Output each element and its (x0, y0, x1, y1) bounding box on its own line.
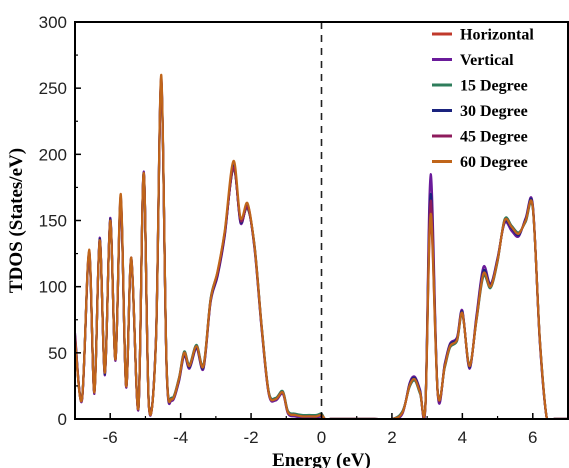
x-tick-label: -4 (173, 428, 188, 447)
y-tick-label: 250 (39, 79, 67, 98)
legend-label: 60 Degree (460, 154, 528, 171)
x-tick-label: -6 (103, 428, 118, 447)
y-tick-label: 150 (39, 212, 67, 231)
legend-label: 45 Degree (460, 129, 528, 146)
series-layer (75, 73, 568, 419)
legend-label: 30 Degree (460, 103, 528, 120)
y-axis-title: TDOS (States/eV) (6, 148, 27, 293)
y-tick-label: 300 (39, 13, 67, 32)
y-tick-label: 100 (39, 278, 67, 297)
y-tick-label: 50 (48, 344, 67, 363)
y-tick-label: 0 (58, 410, 67, 429)
x-axis-title: Energy (eV) (272, 450, 371, 468)
legend-label: Horizontal (460, 27, 534, 44)
x-tick-label: 0 (317, 428, 326, 447)
legend-label: 15 Degree (460, 78, 528, 95)
x-tick-label: -2 (244, 428, 259, 447)
legend-label: Vertical (460, 52, 514, 69)
x-tick-label: 6 (528, 428, 537, 447)
series-line-60-degree (75, 73, 568, 419)
x-tick-label: 4 (458, 428, 467, 447)
y-axis: 0 50 100 150 200 250 300 (39, 13, 81, 429)
y-tick-label: 200 (39, 145, 67, 164)
x-axis: -6 -4 -2 0 2 4 6 (74, 413, 569, 447)
legend: Horizontal Vertical 15 Degree 30 Degree 45 D… (432, 27, 534, 171)
x-tick-label: 2 (387, 428, 396, 447)
